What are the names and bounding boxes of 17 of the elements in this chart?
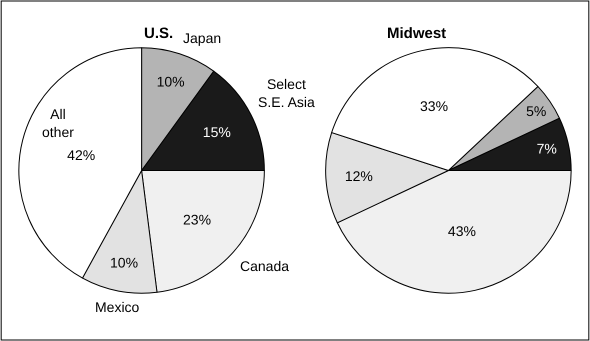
data-label: 33% xyxy=(420,98,448,114)
slice-label: Canada xyxy=(240,258,290,274)
data-label: 42% xyxy=(67,146,96,163)
slice-label: Mexico xyxy=(95,299,140,315)
chart-title: Midwest xyxy=(387,25,446,42)
data-label: 12% xyxy=(344,168,373,184)
slice-label: Japan xyxy=(183,30,222,46)
data-label: 23% xyxy=(183,211,212,228)
data-label: 15% xyxy=(202,124,231,140)
data-label: 43% xyxy=(448,223,476,240)
data-label: 10% xyxy=(156,73,185,90)
data-label: 7% xyxy=(536,140,557,157)
slice-label: All other xyxy=(42,106,74,140)
chart-title: U.S. xyxy=(144,25,174,42)
data-label: 10% xyxy=(110,254,138,271)
data-label: 5% xyxy=(526,102,546,119)
slice-label: Select S.E. Asia xyxy=(258,76,316,110)
